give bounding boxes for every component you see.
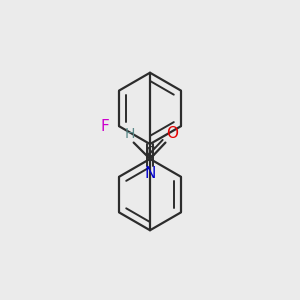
Text: N: N [144,166,156,181]
Text: F: F [100,119,109,134]
Text: H: H [125,128,135,141]
Text: O: O [166,126,178,141]
Text: C: C [145,145,155,159]
